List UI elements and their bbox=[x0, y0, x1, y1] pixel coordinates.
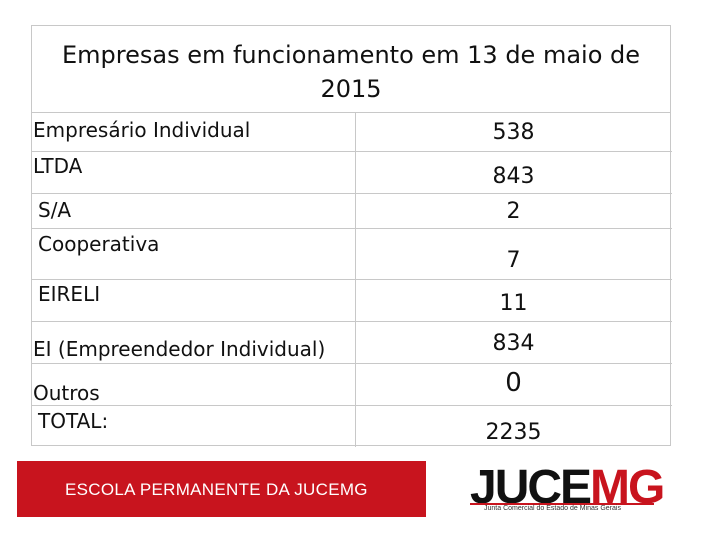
row-label-total: TOTAL: bbox=[38, 409, 109, 433]
table-title-line2: 2015 bbox=[320, 75, 382, 103]
row-value-cooperativa: 7 bbox=[506, 248, 521, 273]
row-label-cooperativa: Cooperativa bbox=[38, 232, 160, 256]
row-label-sa: S/A bbox=[38, 198, 72, 222]
row-value-ei: 834 bbox=[492, 331, 535, 356]
row-divider bbox=[32, 279, 672, 280]
row-divider bbox=[32, 321, 672, 322]
row-divider bbox=[32, 363, 672, 364]
row-divider bbox=[32, 228, 672, 229]
footer-banner: ESCOLA PERMANENTE DA JUCEMG bbox=[17, 461, 426, 517]
footer-banner-text: ESCOLA PERMANENTE DA JUCEMG bbox=[65, 480, 368, 499]
row-label-ei: EI (Empreendedor Individual) bbox=[33, 337, 326, 361]
table-title-line1: Empresas em funcionamento em 13 de maio … bbox=[61, 41, 641, 69]
row-label-outros: Outros bbox=[33, 381, 100, 405]
row-value-ltda: 843 bbox=[492, 164, 535, 189]
jucemg-logo-wordmark: JUCEMG bbox=[470, 460, 665, 515]
logo-text-mg: MG bbox=[590, 461, 665, 514]
row-divider bbox=[32, 151, 672, 152]
column-divider bbox=[355, 113, 356, 447]
companies-table: Empresas em funcionamento em 13 de maio … bbox=[31, 25, 672, 447]
row-divider bbox=[32, 193, 672, 194]
row-label-eireli: EIRELI bbox=[38, 282, 101, 306]
row-label-empresario-individual: Empresário Individual bbox=[33, 118, 251, 142]
logo-text-juce: JUCE bbox=[470, 461, 592, 514]
row-value-empresario-individual: 538 bbox=[492, 120, 535, 145]
table-title: Empresas em funcionamento em 13 de maio … bbox=[32, 26, 670, 113]
jucemg-logo: JUCEMG Junta Comercial do Estado de Mina… bbox=[470, 461, 665, 516]
row-label-ltda: LTDA bbox=[33, 154, 83, 178]
row-value-eireli: 11 bbox=[499, 291, 528, 316]
logo-subtitle: Junta Comercial do Estado de Minas Gerai… bbox=[484, 505, 621, 512]
row-value-outros: 0 bbox=[505, 368, 522, 398]
row-value-sa: 2 bbox=[506, 199, 521, 224]
logo-underline bbox=[470, 503, 654, 505]
row-value-total: 2235 bbox=[485, 420, 542, 445]
row-divider bbox=[32, 405, 672, 406]
